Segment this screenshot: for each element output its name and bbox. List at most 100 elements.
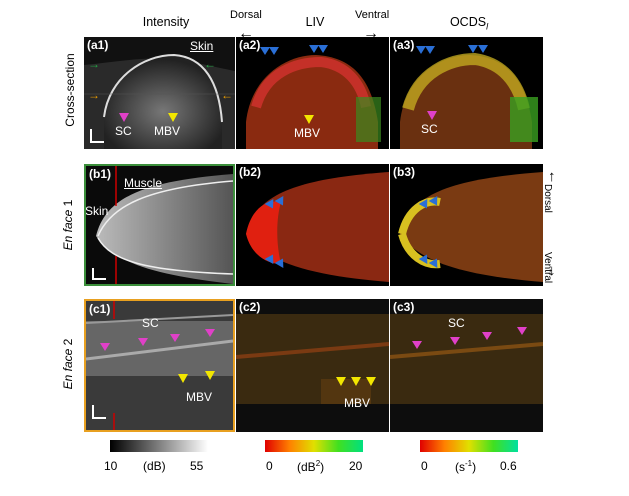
panel-label-b1: (b1) <box>89 167 111 181</box>
blue-marker-icon <box>309 45 319 53</box>
panel-b3-image <box>398 172 543 282</box>
panel-a3-image <box>400 52 538 149</box>
annotation-mbv-a2: MBV <box>294 126 321 140</box>
pink-marker-icon <box>450 337 460 345</box>
panel-b3: (b3) <box>390 164 543 286</box>
dorsal-side-text: Dorsal <box>542 184 553 213</box>
colorbar-intensity <box>110 440 208 452</box>
colorbar-ocds-unit-sup: -1 <box>465 459 473 468</box>
ocds-subscript: l <box>486 21 489 32</box>
colorbar-ocds-unit-text: (s <box>455 460 465 474</box>
row-label-enface-1-text: En face <box>61 209 75 251</box>
annotation-skin-b1: Skin <box>85 204 109 218</box>
panel-c2-image <box>236 314 389 404</box>
scale-bar-horizontal <box>92 278 106 280</box>
annotation-mbv-a1: MBV <box>154 124 181 138</box>
yellow-marker-icon <box>205 371 215 380</box>
scale-bar-horizontal <box>90 141 104 143</box>
panel-b2-image <box>246 172 389 282</box>
row-label-enface-2-text: En face <box>61 348 75 390</box>
colorbar-liv-unit: (dB2) <box>297 459 324 474</box>
panel-a3: (a3) SC <box>390 37 543 149</box>
panel-b1: (b1) Muscle Skin <box>84 164 235 286</box>
annotation-sc-a1: SC <box>115 124 132 138</box>
yellow-marker-icon <box>178 374 188 383</box>
blue-marker-icon <box>318 45 328 53</box>
panel-label-a2: (a2) <box>239 38 261 52</box>
panel-label-a3: (a3) <box>393 38 415 52</box>
blue-marker-icon <box>269 47 279 55</box>
dorsal-side-label: Dorsal <box>542 176 553 213</box>
column-header-intensity: Intensity <box>142 15 190 29</box>
column-header-liv: LIV <box>305 15 325 29</box>
colorbar-liv-min: 0 <box>266 459 273 473</box>
panel-c3-image <box>390 314 543 404</box>
green-arrow-left-icon: ← <box>204 57 216 71</box>
annotation-skin-a1: Skin <box>190 39 214 53</box>
ventral-top-label: Ventral <box>355 9 390 21</box>
panel-c1: (c1) SC MBV <box>84 299 235 432</box>
colorbar-ocds-max: 0.6 <box>500 459 517 473</box>
panel-b2: (b2) <box>236 164 389 286</box>
colorbar-liv-max: 20 <box>349 459 363 473</box>
annotation-sc-c1: SC <box>142 316 159 330</box>
annotation-muscle-b1: Muscle <box>124 176 163 190</box>
panel-a2: (a2) MBV <box>236 37 389 149</box>
panel-c3: (c3) SC <box>390 299 543 432</box>
colorbar-intensity-unit: (dB) <box>143 459 166 473</box>
pink-marker-icon <box>205 329 215 337</box>
row-label-cross-section: Cross-section <box>63 53 77 127</box>
colorbar-liv-unit-end: ) <box>320 460 325 474</box>
annotation-mbv-c1: MBV <box>186 390 213 404</box>
column-header-ocds: OCDSl <box>394 15 544 32</box>
pink-marker-icon <box>517 327 527 335</box>
yellow-marker-icon <box>304 115 314 124</box>
yellow-marker-icon <box>168 113 178 122</box>
annotation-mbv-c2: MBV <box>344 396 371 410</box>
colorbar-liv-unit-text: (dB <box>297 460 316 474</box>
annotation-sc-a3: SC <box>421 122 438 136</box>
pink-marker-icon <box>427 111 437 120</box>
panel-label-c3: (c3) <box>393 300 415 314</box>
row-label-enface-2-num: 2 <box>61 338 75 346</box>
colorbar-liv <box>265 440 363 452</box>
panel-a2-image <box>246 55 381 149</box>
pink-marker-icon <box>138 338 148 346</box>
panel-label-c2: (c2) <box>239 300 261 314</box>
annotation-sc-c3: SC <box>448 316 465 330</box>
pink-marker-icon <box>170 334 180 342</box>
scale-bar-vertical <box>92 405 94 419</box>
panel-c1-image <box>86 301 233 430</box>
arrow-up-icon: ↑ <box>548 168 556 185</box>
blue-marker-icon <box>468 45 478 53</box>
yellow-marker-icon <box>366 377 376 386</box>
panel-c2: (c2) MBV <box>236 299 389 432</box>
row-label-enface-1: En face 1 <box>61 155 75 295</box>
panel-label-c1: (c1) <box>89 302 111 316</box>
panel-label-b3: (b3) <box>393 165 415 179</box>
panel-a1: (a1) Skin → ← → ← SC MBV <box>84 37 235 149</box>
colorbar-liv-unit-sup: 2 <box>315 459 321 468</box>
yellow-marker-icon <box>336 377 346 386</box>
blue-marker-icon <box>425 46 435 54</box>
scale-bar-vertical <box>92 268 94 280</box>
pink-marker-icon <box>100 343 110 351</box>
scale-bar-vertical <box>90 129 92 143</box>
pink-marker-icon <box>482 332 492 340</box>
scale-bar-horizontal <box>92 417 106 419</box>
panel-a1-image <box>84 53 235 149</box>
orange-arrow-right-icon: → <box>88 88 100 102</box>
colorbar-ocds <box>420 440 518 452</box>
panel-label-b2: (b2) <box>239 165 261 179</box>
green-arrow-right-icon: → <box>88 57 100 71</box>
blue-marker-icon <box>478 45 488 53</box>
panel-b1-image <box>96 166 233 284</box>
pink-marker-icon <box>412 341 422 349</box>
colorbar-ocds-unit-end: ) <box>472 460 477 474</box>
row-label-enface-1-num: 1 <box>61 199 75 207</box>
orange-arrow-left-icon: ← <box>221 88 233 102</box>
row-label-enface-2: En face 2 <box>61 294 75 434</box>
ocds-text: OCDS <box>449 15 487 29</box>
colorbar-intensity-max: 55 <box>190 459 204 473</box>
blue-marker-icon <box>260 47 270 55</box>
